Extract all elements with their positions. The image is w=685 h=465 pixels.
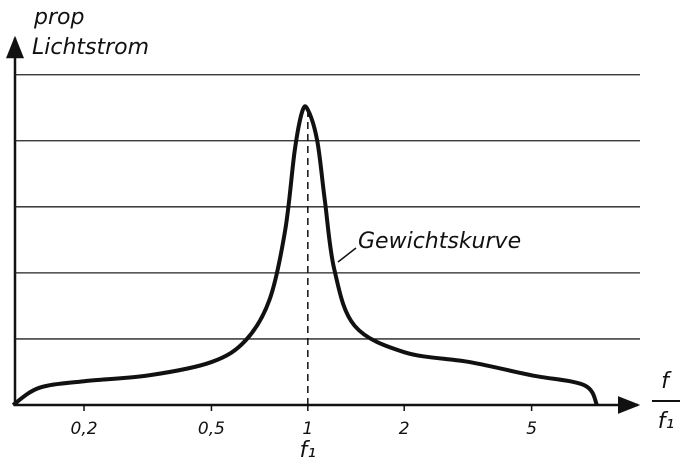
x-tick-label: 0,5 [198,419,225,439]
y-label: prop [33,5,84,30]
curve [11,104,599,407]
x-tick-label: 1 [302,419,313,439]
annotation: Gewichtskurve [358,229,521,254]
x-label: f₁ [658,409,675,434]
y-label: Lichtstrom [32,35,149,60]
x-label: f [661,369,672,394]
reference-label: f₁ [300,438,317,463]
x-tick-label: 0,2 [71,419,98,439]
x-tick-label: 5 [526,419,537,439]
leader-line [337,247,357,263]
x-tick-label: 2 [399,419,410,439]
